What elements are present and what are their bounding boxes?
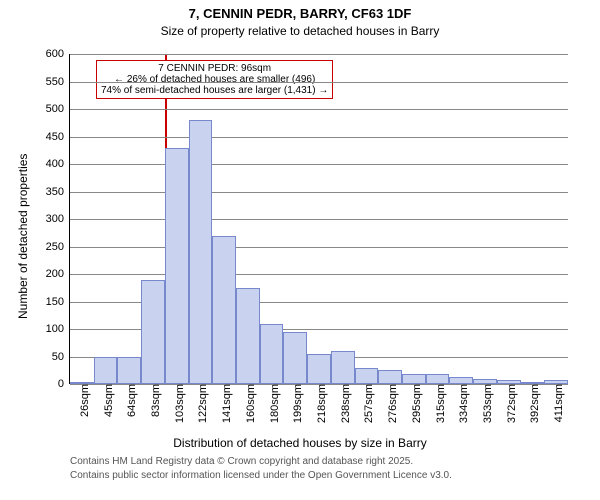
x-tick-label: 411sqm [551, 384, 565, 422]
x-tick-label: 315sqm [433, 384, 447, 423]
bar [449, 377, 473, 384]
bar [94, 357, 118, 385]
bar [355, 368, 379, 385]
bar [307, 354, 331, 384]
bar [331, 351, 355, 384]
x-tick-label: 334sqm [456, 384, 470, 423]
plot-area: 7 CENNIN PEDR: 96sqm ← 26% of detached h… [70, 54, 568, 384]
x-tick-label: 141sqm [219, 384, 233, 423]
bar [260, 324, 284, 385]
bar [283, 332, 307, 384]
bar [117, 357, 141, 385]
bar [378, 370, 402, 384]
bar [426, 374, 450, 384]
x-axis-label: Distribution of detached houses by size … [0, 436, 600, 450]
x-tick-label: 257sqm [361, 384, 375, 423]
x-tick-label: 160sqm [243, 384, 257, 423]
annotation-box: 7 CENNIN PEDR: 96sqm ← 26% of detached h… [96, 60, 333, 99]
grid-line [70, 219, 568, 220]
x-tick-label: 26sqm [77, 384, 91, 417]
y-tick-label: 100 [46, 323, 70, 335]
x-tick-label: 180sqm [267, 384, 281, 423]
y-tick-label: 50 [52, 351, 70, 363]
y-tick-label: 350 [46, 186, 70, 198]
bar [189, 120, 213, 384]
x-tick-label: 353sqm [480, 384, 494, 423]
bar [165, 148, 189, 385]
y-tick-label: 300 [46, 213, 70, 225]
x-tick-label: 103sqm [172, 384, 186, 423]
grid-line [70, 164, 568, 165]
y-tick-label: 500 [46, 103, 70, 115]
x-tick-label: 64sqm [124, 384, 138, 417]
y-tick-label: 400 [46, 158, 70, 170]
grid-line [70, 274, 568, 275]
x-tick-label: 199sqm [290, 384, 304, 423]
x-tick-label: 392sqm [527, 384, 541, 423]
annotation-line-1: 7 CENNIN PEDR: 96sqm [101, 63, 328, 74]
x-tick-label: 276sqm [385, 384, 399, 423]
annotation-line-3: 74% of semi-detached houses are larger (… [101, 85, 328, 96]
x-tick-label: 122sqm [195, 384, 209, 423]
x-tick-label: 83sqm [148, 384, 162, 417]
y-tick-label: 550 [46, 76, 70, 88]
grid-line [70, 137, 568, 138]
grid-line [70, 54, 568, 55]
bar [236, 288, 260, 384]
grid-line [70, 109, 568, 110]
grid-line [70, 247, 568, 248]
annotation-line-2: ← 26% of detached houses are smaller (49… [101, 74, 328, 85]
bar [141, 280, 165, 385]
x-tick-label: 238sqm [338, 384, 352, 423]
chart-subtitle: Size of property relative to detached ho… [0, 24, 600, 38]
y-tick-label: 0 [58, 378, 70, 390]
footer-line-1: Contains HM Land Registry data © Crown c… [70, 456, 413, 467]
bar [212, 236, 236, 385]
x-tick-label: 295sqm [409, 384, 423, 423]
chart-title: 7, CENNIN PEDR, BARRY, CF63 1DF [0, 6, 600, 21]
y-tick-label: 250 [46, 241, 70, 253]
y-tick-label: 600 [46, 48, 70, 60]
chart-container: 7, CENNIN PEDR, BARRY, CF63 1DF Size of … [0, 0, 600, 500]
y-tick-label: 200 [46, 268, 70, 280]
x-tick-label: 372sqm [504, 384, 518, 423]
bar [402, 374, 426, 384]
y-axis-label: Number of detached properties [16, 154, 30, 319]
footer-line-2: Contains public sector information licen… [70, 470, 452, 481]
x-tick-label: 218sqm [314, 384, 328, 423]
y-tick-label: 450 [46, 131, 70, 143]
x-tick-label: 45sqm [101, 384, 115, 417]
y-tick-label: 150 [46, 296, 70, 308]
grid-line [70, 82, 568, 83]
grid-line [70, 192, 568, 193]
